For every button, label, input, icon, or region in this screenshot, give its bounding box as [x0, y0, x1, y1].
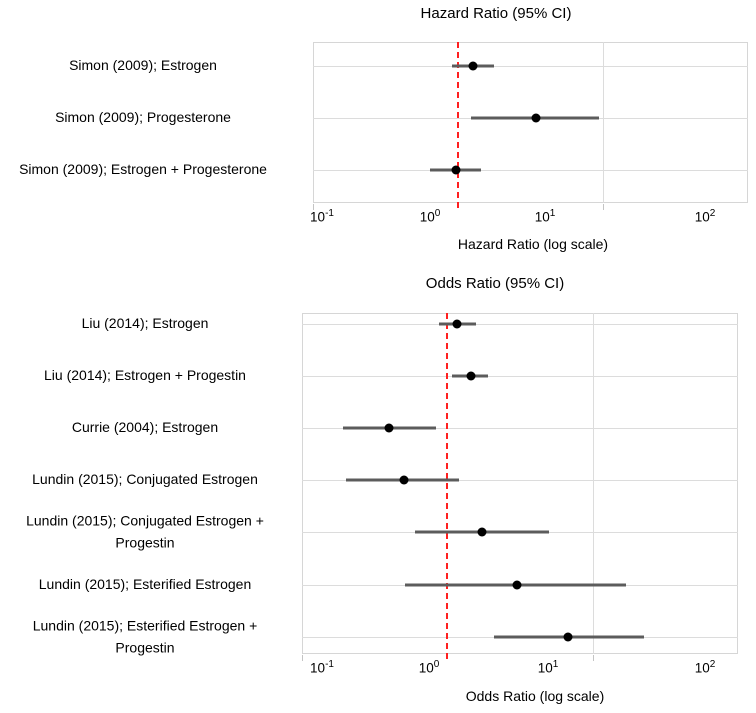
row-label: Simon (2009); Estrogen: [69, 57, 217, 74]
point-estimate: [384, 423, 394, 433]
row-gridline: [302, 376, 738, 377]
row-gridline: [313, 170, 748, 171]
x-tick: [302, 655, 303, 661]
odds-panel-title: Odds Ratio (95% CI): [425, 275, 565, 292]
row-label: Liu (2014); Estrogen: [81, 315, 209, 332]
row-label: Lundin (2015); Esterified Estrogen + Prog…: [32, 617, 258, 655]
row-gridline: [313, 66, 748, 67]
x-tick-label: 102: [694, 208, 716, 225]
x-tick: [313, 204, 314, 210]
point-estimate: [468, 61, 478, 71]
decade-gridline: [603, 42, 604, 203]
row-gridline: [302, 480, 738, 481]
row-gridline: [302, 324, 738, 325]
row-gridline: [302, 428, 738, 429]
row-label: Simon (2009); Estrogen + Progesterone: [19, 161, 267, 178]
row-label: Liu (2014); Estrogen + Progestin: [44, 367, 246, 384]
x-tick-label: 10-1: [310, 659, 334, 676]
row-label: Simon (2009); Progesterone: [55, 109, 231, 126]
point-estimate: [452, 319, 462, 329]
x-tick: [603, 204, 604, 210]
x-tick-label: 102: [694, 659, 716, 676]
odds-x-axis-label: Odds Ratio (log scale): [465, 688, 605, 704]
row-label: Lundin (2015); Conjugated Estrogen: [32, 471, 258, 488]
reference-line: [457, 42, 459, 210]
reference-line: [446, 313, 448, 661]
point-estimate: [563, 632, 573, 642]
x-tick: [593, 655, 594, 661]
x-tick-label: 100: [418, 659, 440, 676]
x-tick-label: 101: [534, 208, 556, 225]
point-estimate: [451, 165, 461, 175]
row-label: Currie (2004); Estrogen: [71, 419, 219, 436]
x-tick-label: 101: [537, 659, 559, 676]
hazard-panel-title: Hazard Ratio (95% CI): [420, 5, 572, 22]
hazard-x-axis-label: Hazard Ratio (log scale): [457, 236, 609, 252]
point-estimate: [399, 475, 409, 485]
row-label: Lundin (2015); Esterified Estrogen: [38, 576, 252, 593]
plot-area: [302, 313, 738, 654]
x-tick-label: 10-1: [310, 208, 334, 225]
row-label: Lundin (2015); Conjugated Estrogen + Prog…: [26, 512, 264, 550]
point-estimate: [477, 527, 487, 537]
decade-gridline: [593, 313, 594, 654]
point-estimate: [531, 113, 541, 123]
plot-area: [313, 42, 748, 203]
point-estimate: [466, 371, 476, 381]
point-estimate: [512, 580, 522, 590]
x-tick-label: 100: [419, 208, 441, 225]
